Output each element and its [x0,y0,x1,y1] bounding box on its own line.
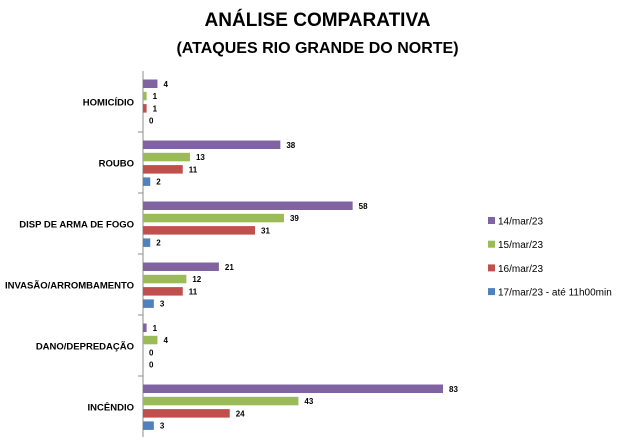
data-label: 2 [156,239,161,248]
data-label: 3 [160,422,165,431]
data-label: 0 [149,361,154,370]
bar [143,213,284,223]
data-label: 83 [449,385,458,394]
bar [143,323,147,332]
data-label: 38 [286,141,295,150]
data-label: 2 [156,178,161,187]
data-label: 11 [189,165,198,174]
data-label: 11 [189,287,198,296]
data-label: 24 [236,409,245,418]
data-label: 0 [149,348,154,357]
bar [143,396,299,406]
category-label: DISP DE ARMA DE FOGO [19,220,134,231]
bar [143,384,443,393]
data-label: 1 [153,104,158,113]
bar [143,409,230,418]
bar [143,287,183,296]
bar [143,165,183,174]
category-label: HOMICÍDIO [83,98,134,109]
category-label: DANO/DEPREDAÇÃO [36,342,134,353]
data-label: 13 [196,153,205,162]
data-label: 12 [192,275,201,284]
chart-title: ANÁLISE COMPARATIVA [204,10,431,31]
bar [143,238,151,247]
bar [143,91,147,101]
legend-label: 15/mar/23 [498,240,543,251]
data-label: 58 [359,202,368,211]
category-label: INVASÃO/ARROMBAMENTO [5,281,134,292]
bar [143,262,219,271]
legend-label: 17/mar/23 - até 11h00min [498,288,612,299]
data-label: 4 [163,80,168,89]
data-label: 39 [290,214,299,223]
legend-label: 14/mar/23 [498,217,543,228]
legend-swatch [488,217,495,224]
category-label: INCÊNDIO [88,402,134,414]
data-label: 21 [225,263,234,272]
data-label: 43 [304,397,313,406]
bar [143,152,190,162]
bar [143,79,158,88]
bar [143,177,151,186]
bar [143,226,256,235]
data-label: 0 [149,117,154,126]
bar [143,299,154,308]
legend-label: 16/mar/23 [498,264,543,275]
legend-swatch [488,264,495,272]
bar [143,274,187,284]
bar [143,421,154,430]
chart-subtitle: (ATAQUES RIO GRANDE DO NORTE) [176,40,459,57]
data-label: 1 [153,324,158,333]
bar [143,140,281,149]
category-label: ROUBO [99,159,134,170]
data-label: 1 [153,92,158,101]
data-label: 31 [261,226,270,235]
bar [143,104,147,113]
legend-swatch [488,288,495,296]
data-label: 3 [160,300,165,309]
data-label: 4 [163,336,168,345]
bar [143,201,353,210]
legend-swatch [488,240,495,248]
bar [143,335,158,345]
